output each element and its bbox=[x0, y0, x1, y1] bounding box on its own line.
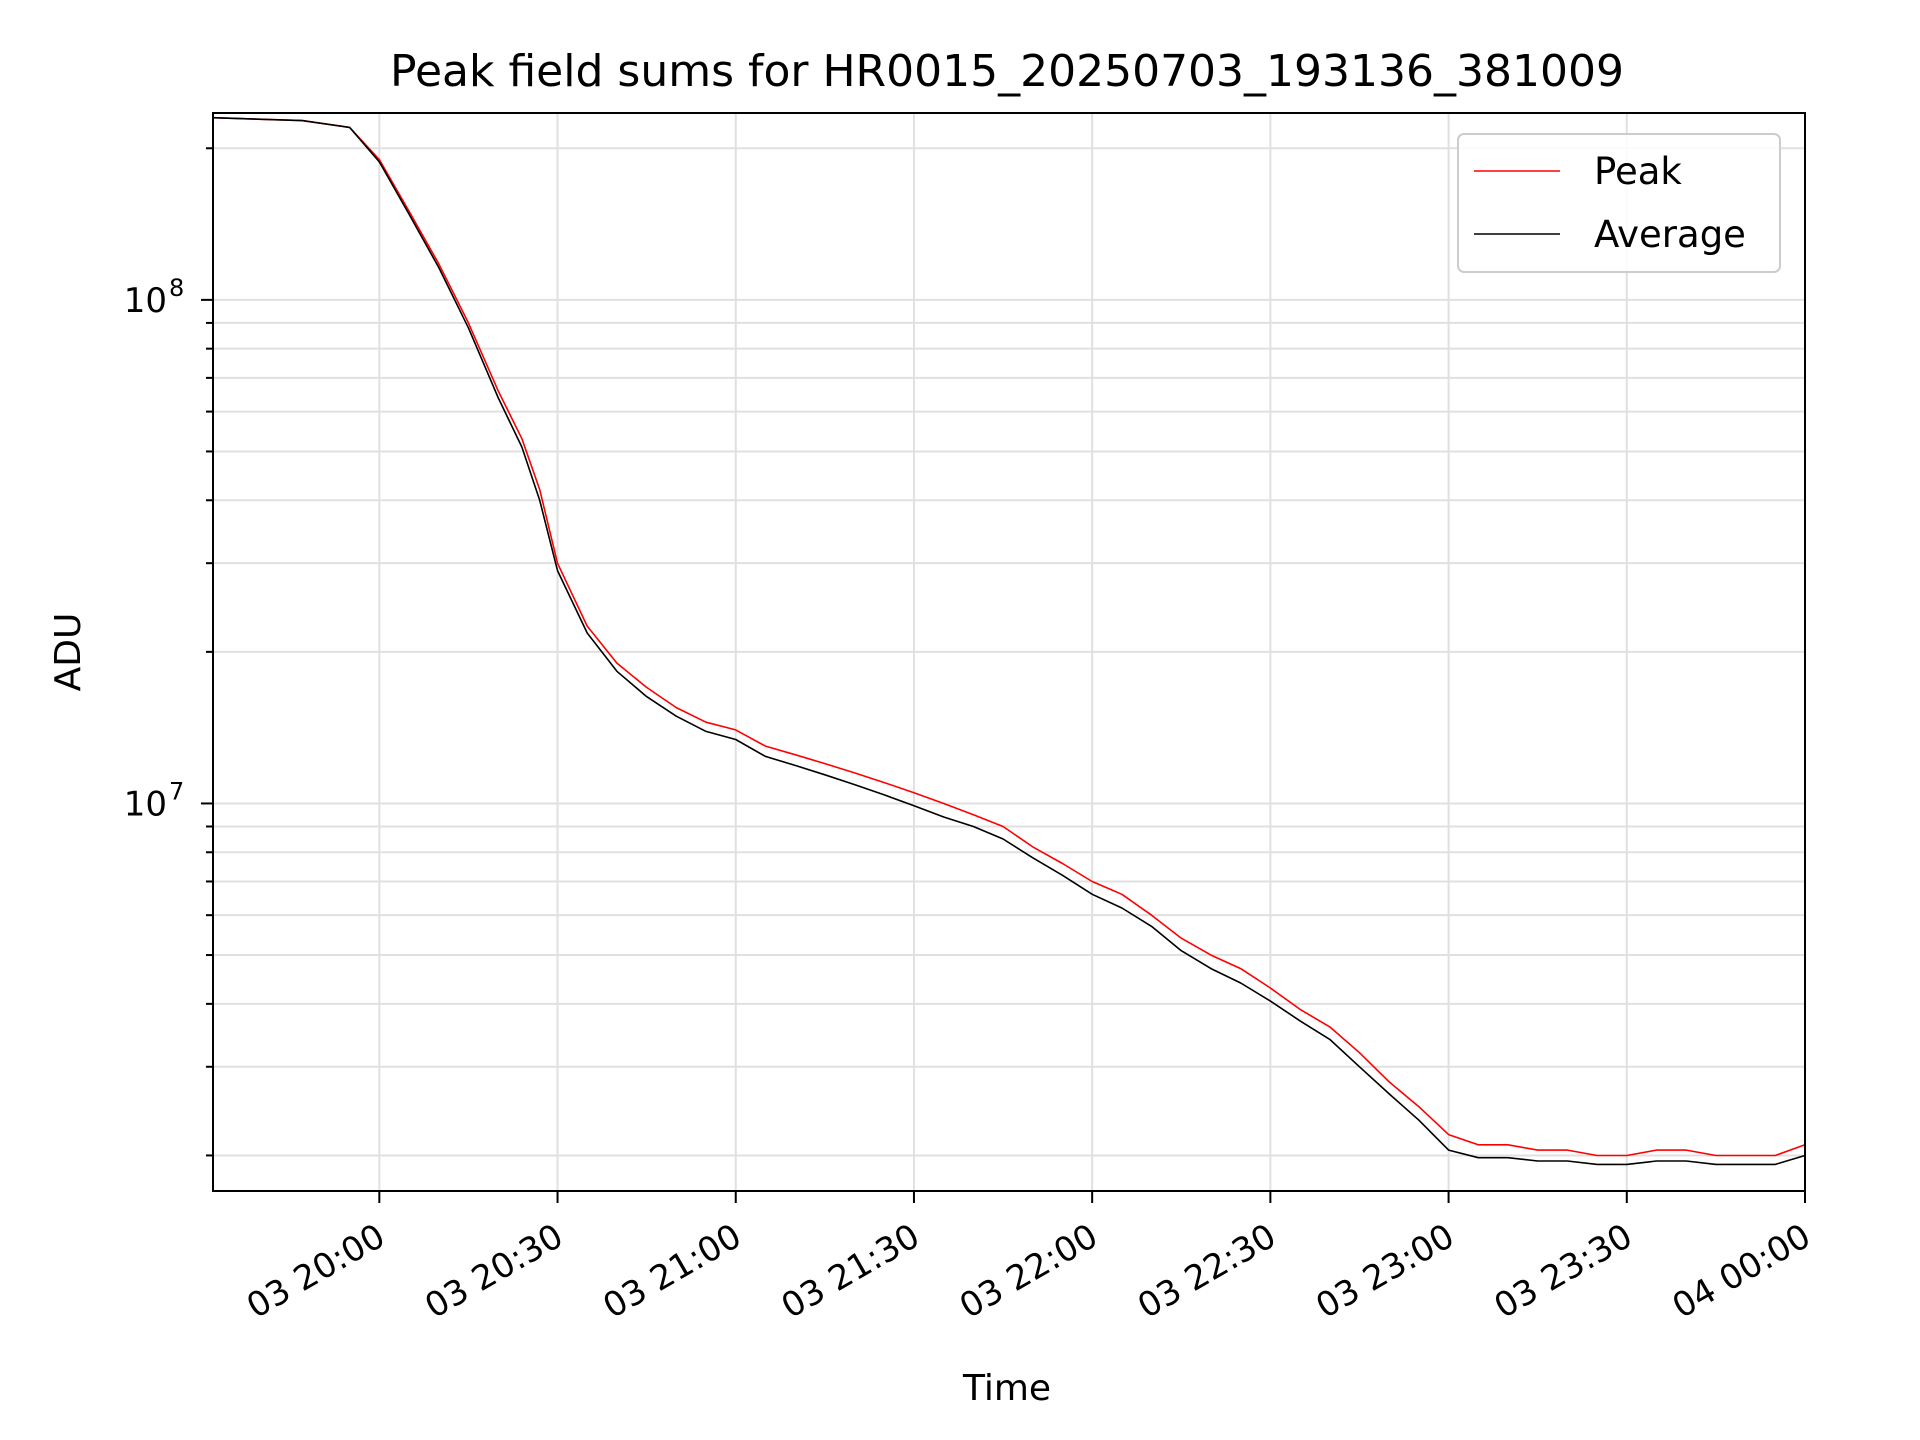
x-tick-label: 03 21:00 bbox=[597, 1216, 749, 1327]
x-tick-label: 03 23:00 bbox=[1309, 1216, 1461, 1327]
x-axis: 03 20:00 03 20:30 03 21:00 03 21:30 03 22:00… bbox=[240, 1191, 1818, 1327]
series-line-peak bbox=[212, 116, 1806, 1157]
x-tick-label: 03 22:00 bbox=[953, 1216, 1105, 1327]
x-tick-label: 04 00:00 bbox=[1666, 1216, 1818, 1327]
y-tick-exponent: 8 bbox=[169, 274, 184, 302]
grid bbox=[213, 113, 1806, 1191]
series-layer bbox=[212, 116, 1806, 1166]
series-line-average bbox=[212, 116, 1806, 1166]
legend-label: Peak bbox=[1594, 150, 1682, 193]
legend-box bbox=[1457, 133, 1781, 273]
x-tick-label: 03 20:30 bbox=[418, 1216, 570, 1327]
x-axis-label: Time bbox=[962, 1368, 1051, 1409]
x-tick-label: 03 20:00 bbox=[240, 1216, 392, 1327]
x-tick-label: 03 21:30 bbox=[775, 1216, 927, 1327]
legend-label: Average bbox=[1594, 213, 1746, 256]
y-tick-label: 10 bbox=[124, 784, 167, 824]
y-tick-label: 10 bbox=[124, 281, 167, 321]
y-tick-exponent: 7 bbox=[169, 777, 184, 805]
x-tick-label: 03 23:30 bbox=[1488, 1216, 1640, 1327]
y-axis-label: ADU bbox=[48, 613, 89, 692]
x-tick-label: 03 22:30 bbox=[1131, 1216, 1283, 1327]
chart-title: Peak field sums for HR0015_20250703_1931… bbox=[390, 46, 1624, 97]
legend: Peak Average bbox=[1457, 133, 1781, 273]
